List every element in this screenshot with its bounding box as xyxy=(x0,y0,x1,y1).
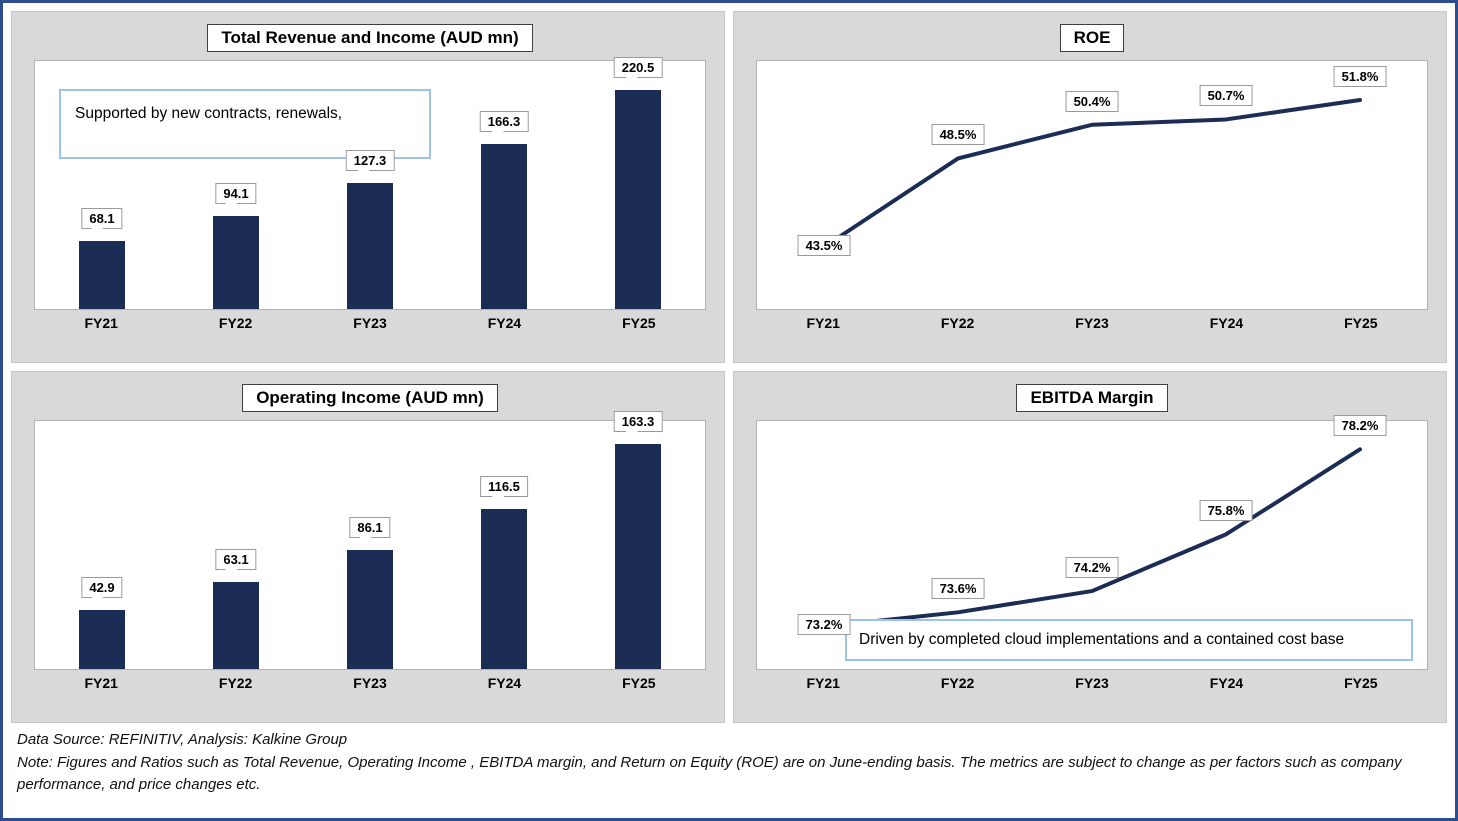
note-line: Note: Figures and Ratios such as Total R… xyxy=(17,753,1402,794)
data-label: 163.3 xyxy=(613,411,663,442)
x-axis: FY21 FY22 FY23 FY24 FY25 xyxy=(756,315,1428,331)
panel-ebitda-margin: EBITDA Margin Driven by completed cloud … xyxy=(733,371,1447,723)
footer: Data Source: REFINITIV, Analysis: Kalkin… xyxy=(3,723,1455,797)
x-axis-label: FY22 xyxy=(940,315,975,331)
data-label: 63.1 xyxy=(215,549,257,580)
data-label: 51.8% xyxy=(1333,65,1387,87)
x-axis-label: FY23 xyxy=(1075,675,1109,691)
x-axis-label: FY24 xyxy=(487,675,522,691)
data-label: 166.3 xyxy=(479,111,529,142)
data-label: 43.5% xyxy=(797,235,851,256)
bar xyxy=(213,215,259,309)
line-series xyxy=(822,447,1362,629)
bar-slot: 42.9 xyxy=(35,421,169,669)
bar xyxy=(615,90,661,309)
annotation-box: Supported by new contracts, renewals, xyxy=(59,89,431,159)
bar xyxy=(79,241,125,309)
data-source-line: Data Source: REFINITIV, Analysis: Kalkin… xyxy=(17,731,348,748)
x-axis-label: FY22 xyxy=(940,675,975,691)
x-axis-label: FY24 xyxy=(1209,675,1244,691)
bar xyxy=(615,444,661,669)
bar-slot: 116.5 xyxy=(437,421,571,669)
x-axis-label: FY25 xyxy=(1344,315,1378,331)
annotation-box: Driven by completed cloud implementation… xyxy=(845,619,1413,661)
data-label: 73.2% xyxy=(797,614,851,636)
x-axis-label: FY23 xyxy=(1075,315,1109,331)
bar xyxy=(347,550,393,669)
x-axis-label: FY23 xyxy=(353,675,387,691)
panel-total-revenue: Total Revenue and Income (AUD mn) Suppor… xyxy=(11,11,725,363)
bar-slot: 163.3 xyxy=(571,411,705,669)
panel-roe: ROE 43.5% 48.5% 50.4% 50.7% 51.8% FY21 FY22 FY… xyxy=(733,11,1447,363)
bar-slot: 94.1 xyxy=(169,61,303,309)
bar xyxy=(213,582,259,669)
x-axis: FY21 FY22 FY23 FY24 FY25 xyxy=(34,675,706,691)
data-label: 78.2% xyxy=(1333,415,1387,437)
x-axis: FY21 FY22 FY23 FY24 FY25 xyxy=(756,675,1428,691)
bar-slot: 220.5 xyxy=(571,57,705,309)
chart-title-ebitda-margin: EBITDA Margin xyxy=(1016,384,1168,412)
data-label: 74.2% xyxy=(1065,557,1119,579)
plot-area: 42.9 63.1 86.1 116.5 163.3 xyxy=(34,411,706,670)
x-axis-label: FY21 xyxy=(84,315,118,331)
x-axis: FY21 FY22 FY23 FY24 FY25 xyxy=(34,315,706,331)
x-axis-label: FY21 xyxy=(806,315,840,331)
x-axis-label: FY22 xyxy=(218,315,253,331)
bar xyxy=(481,508,527,669)
bar xyxy=(481,144,527,309)
data-label: 73.6% xyxy=(931,578,985,600)
data-label: 86.1 xyxy=(349,517,391,548)
x-axis-label: FY25 xyxy=(1344,675,1378,691)
data-label: 48.5% xyxy=(931,124,985,146)
data-label: 68.1 xyxy=(81,208,123,239)
x-axis-label: FY24 xyxy=(487,315,522,331)
bar xyxy=(79,609,125,669)
chart-title-roe: ROE xyxy=(1059,24,1125,52)
bar-slot: 68.1 xyxy=(35,61,169,309)
data-label: 94.1 xyxy=(215,182,257,213)
panel-operating-income: Operating Income (AUD mn) 42.9 63.1 86.1 11… xyxy=(11,371,725,723)
x-axis-label: FY25 xyxy=(622,315,656,331)
data-label: 220.5 xyxy=(613,57,663,88)
line-series xyxy=(822,97,1362,249)
x-axis-label: FY25 xyxy=(622,675,656,691)
data-label: 75.8% xyxy=(1199,500,1253,522)
chart-grid: Total Revenue and Income (AUD mn) Suppor… xyxy=(3,3,1455,723)
x-axis-label: FY24 xyxy=(1209,315,1244,331)
bar-slot: 86.1 xyxy=(303,421,437,669)
data-label: 50.4% xyxy=(1065,90,1119,112)
x-axis-label: FY21 xyxy=(84,675,118,691)
x-axis-label: FY22 xyxy=(218,675,253,691)
chart-title-total-revenue: Total Revenue and Income (AUD mn) xyxy=(207,24,533,52)
bar-slot: 127.3 xyxy=(303,61,437,309)
x-axis-label: FY21 xyxy=(806,675,840,691)
data-label: 127.3 xyxy=(345,149,395,180)
data-label: 42.9 xyxy=(81,576,123,607)
data-label: 116.5 xyxy=(480,475,528,506)
x-axis-label: FY23 xyxy=(353,315,387,331)
bar-slot: 63.1 xyxy=(169,421,303,669)
bar-slot: 166.3 xyxy=(437,61,571,309)
plot-area: Supported by new contracts, renewals, 68… xyxy=(34,57,706,310)
bar xyxy=(347,182,393,309)
chart-title-operating-income: Operating Income (AUD mn) xyxy=(242,384,498,412)
plot-area: 43.5% 48.5% 50.4% 50.7% 51.8% xyxy=(756,60,1428,310)
plot-area: Driven by completed cloud implementation… xyxy=(756,415,1428,670)
data-label: 50.7% xyxy=(1199,85,1253,107)
